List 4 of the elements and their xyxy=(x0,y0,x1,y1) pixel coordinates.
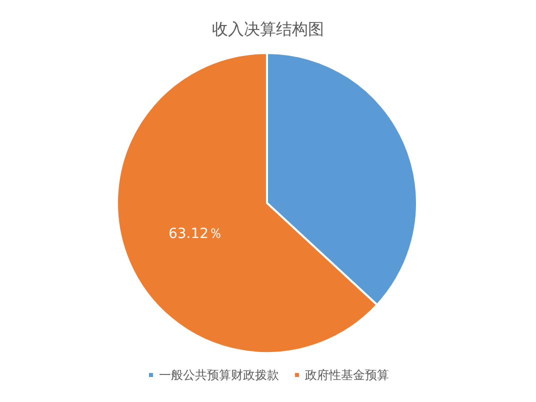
chart-title: 收入决算结构图 xyxy=(212,20,324,38)
legend-label: 一般公共预算财政拨款 xyxy=(159,368,279,382)
data-label: 63.12％ xyxy=(168,226,223,242)
legend-label: 政府性基金预算 xyxy=(305,368,389,382)
